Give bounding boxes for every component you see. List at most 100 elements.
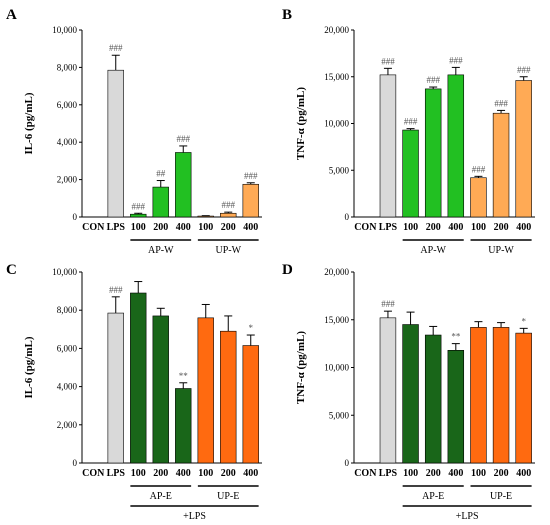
- category-label: LPS: [107, 222, 126, 233]
- category-label: CON: [82, 468, 105, 479]
- y-tick-label: 10,000: [324, 363, 349, 373]
- bar: [447, 350, 465, 464]
- y-tick-label: 0: [345, 458, 350, 468]
- category-label: 100: [131, 468, 146, 479]
- y-tick-label: 15,000: [324, 72, 349, 82]
- bar: [470, 177, 487, 218]
- bar: [424, 334, 442, 464]
- group-label: UP-E: [217, 491, 239, 502]
- bar: [424, 88, 442, 218]
- bar: [175, 152, 192, 218]
- footer-label: +LPS: [183, 511, 206, 522]
- category-label: LPS: [107, 468, 126, 479]
- bar: [107, 312, 124, 464]
- group-label: UP-E: [490, 491, 512, 502]
- significance-label: ###: [449, 55, 463, 65]
- group-label: AP-E: [150, 491, 172, 502]
- significance-label: *: [249, 323, 254, 333]
- category-label: 200: [426, 222, 441, 233]
- panel-letter: B: [282, 7, 292, 23]
- bar: [515, 332, 532, 464]
- category-label: LPS: [379, 468, 398, 479]
- y-tick-label: 0: [73, 212, 78, 222]
- category-label: CON: [82, 222, 105, 233]
- y-axis-label: TNF-α (pg/mL): [295, 331, 307, 404]
- y-tick-label: 8,000: [57, 305, 78, 315]
- category-label: 100: [403, 222, 418, 233]
- y-axis-label: TNF-α (pg/mL): [295, 87, 307, 160]
- panel-A: A IL-6 (pg/mL) 0 2,000 4,000 6,000 8,000 10,000…: [6, 7, 262, 256]
- category-label: 200: [494, 222, 509, 233]
- category-label: 100: [131, 222, 146, 233]
- bar: [492, 112, 510, 218]
- significance-label: **: [451, 332, 461, 342]
- category-label: 100: [198, 468, 213, 479]
- y-axis-label: IL-6 (pg/mL): [23, 92, 35, 154]
- category-label: 400: [448, 222, 463, 233]
- significance-label: ###: [426, 75, 440, 85]
- significance-label: ###: [109, 285, 123, 295]
- category-label: 100: [471, 468, 486, 479]
- panel-letter: D: [282, 262, 293, 278]
- significance-label: ###: [381, 299, 395, 309]
- category-label: 100: [403, 468, 418, 479]
- category-label: CON: [354, 222, 377, 233]
- bar: [242, 183, 259, 218]
- significance-label: ###: [517, 65, 531, 75]
- significance-label: ###: [472, 164, 486, 174]
- bar: [402, 324, 419, 464]
- category-label: 200: [426, 468, 441, 479]
- y-tick-label: 10,000: [324, 119, 349, 129]
- significance-label: ###: [404, 117, 418, 127]
- group-label: AP-E: [422, 491, 444, 502]
- bar: [175, 388, 192, 464]
- y-tick-label: 5,000: [329, 410, 350, 420]
- significance-label: ###: [381, 56, 395, 66]
- footer-label: +LPS: [456, 511, 479, 522]
- bar: [130, 213, 147, 218]
- significance-label: ###: [132, 201, 146, 211]
- bar: [107, 69, 124, 218]
- category-label: LPS: [379, 222, 398, 233]
- y-tick-label: 4,000: [57, 382, 78, 392]
- y-tick-label: 20,000: [324, 267, 349, 277]
- category-label: 200: [221, 222, 236, 233]
- category-label: 400: [516, 468, 531, 479]
- y-tick-label: 0: [345, 212, 350, 222]
- y-tick-label: 6,000: [57, 100, 78, 110]
- bar: [152, 186, 169, 218]
- y-tick-label: 2,000: [57, 420, 78, 430]
- y-tick-label: 4,000: [57, 137, 78, 147]
- bar: [447, 74, 465, 218]
- bar: [379, 74, 397, 218]
- bar: [242, 345, 259, 464]
- bar: [515, 80, 532, 218]
- significance-label: ###: [222, 200, 236, 210]
- bar: [402, 129, 419, 218]
- y-tick-label: 20,000: [324, 25, 349, 35]
- panel-C: C IL-6 (pg/mL) 0 2,000 4,000 6,000 8,000 10,000…: [6, 262, 262, 522]
- category-label: CON: [354, 468, 377, 479]
- bar: [220, 330, 237, 464]
- significance-label: ###: [244, 171, 258, 181]
- y-tick-label: 15,000: [324, 315, 349, 325]
- bar: [197, 215, 214, 218]
- group-label: AP-W: [420, 245, 446, 256]
- bar: [492, 327, 510, 464]
- bar: [130, 292, 147, 464]
- bar: [197, 317, 214, 464]
- panel-B: B TNF-α (pg/mL) 0 5,000 10,000 15,000 20,000 CO…: [282, 7, 535, 256]
- bar: [220, 212, 237, 218]
- y-tick-label: 8,000: [57, 62, 78, 72]
- bar: [152, 315, 169, 464]
- y-tick-label: 10,000: [52, 267, 77, 277]
- significance-label: *: [521, 316, 526, 326]
- category-label: 200: [221, 468, 236, 479]
- category-label: 400: [516, 222, 531, 233]
- category-label: 400: [243, 222, 258, 233]
- y-axis-label: IL-6 (pg/mL): [23, 336, 35, 398]
- group-label: UP-W: [488, 245, 514, 256]
- category-label: 200: [494, 468, 509, 479]
- y-tick-label: 2,000: [57, 175, 78, 185]
